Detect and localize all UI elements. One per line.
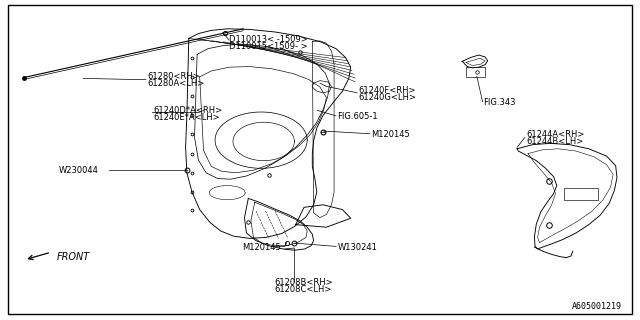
Text: 61240F<RH>: 61240F<RH> xyxy=(358,86,416,95)
Text: 61240E*A<LH>: 61240E*A<LH> xyxy=(154,113,220,122)
Text: FIG.605-1: FIG.605-1 xyxy=(337,112,378,121)
Text: FIG.343: FIG.343 xyxy=(483,98,516,107)
Text: A605001219: A605001219 xyxy=(572,302,622,311)
Text: 61244B<LH>: 61244B<LH> xyxy=(526,137,583,146)
Bar xyxy=(466,67,485,77)
Bar xyxy=(564,188,598,200)
Text: D110013< -1509>: D110013< -1509> xyxy=(229,35,308,44)
Text: 61240G<LH>: 61240G<LH> xyxy=(358,93,416,102)
Text: 61208C<LH>: 61208C<LH> xyxy=(274,285,332,294)
Text: M120145: M120145 xyxy=(242,243,281,252)
Text: 61280A<LH>: 61280A<LH> xyxy=(147,79,204,88)
Text: M120145: M120145 xyxy=(371,130,410,139)
Text: D110015<1509- >: D110015<1509- > xyxy=(229,42,308,51)
Text: 61240D*A<RH>: 61240D*A<RH> xyxy=(154,106,223,115)
Text: 61244A<RH>: 61244A<RH> xyxy=(526,130,584,139)
Text: W230044: W230044 xyxy=(59,166,99,175)
Text: 61208B<RH>: 61208B<RH> xyxy=(274,278,333,287)
Text: FRONT: FRONT xyxy=(56,252,90,262)
Text: W130241: W130241 xyxy=(338,243,378,252)
Text: 61280<RH>: 61280<RH> xyxy=(147,72,200,81)
